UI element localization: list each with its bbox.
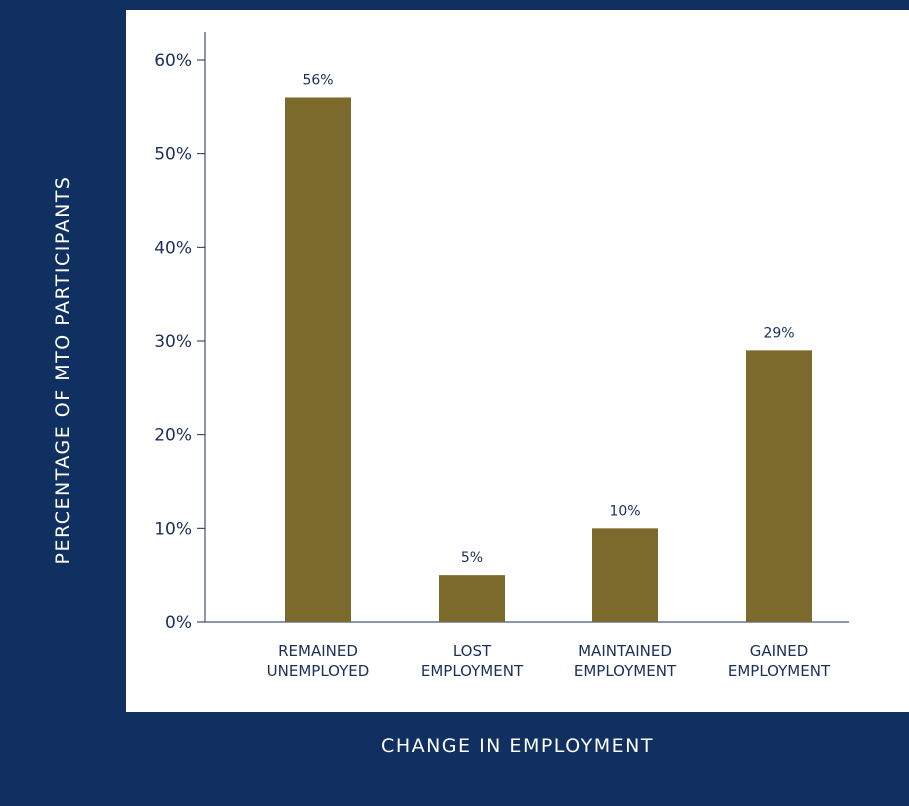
data-label: 5% [461, 550, 483, 566]
data-label: 29% [763, 325, 794, 341]
x-tick-label: GAINED EMPLOYMENT [728, 642, 831, 680]
x-tick-label-line: MAINTAINED [578, 642, 672, 660]
bar [439, 575, 505, 622]
bar [592, 528, 658, 622]
data-label: 10% [609, 503, 640, 519]
x-axis-title: CHANGE IN EMPLOYMENT [381, 735, 654, 757]
x-tick-label-line: GAINED [750, 642, 809, 660]
x-tick-label-line: REMAINED [278, 642, 358, 660]
y-tick-label: 60% [154, 51, 192, 71]
bar [746, 350, 812, 622]
x-tick-label: MAINTAINED EMPLOYMENT [574, 642, 677, 680]
y-tick-label: 0% [165, 613, 192, 633]
y-tick-label: 30% [154, 332, 192, 352]
x-tick-label: REMAINED UNEMPLOYED [267, 642, 370, 680]
x-tick-label-line: EMPLOYMENT [728, 662, 831, 680]
x-tick-label-line: LOST [453, 642, 492, 660]
y-tick-label: 40% [154, 238, 192, 258]
y-tick-label: 20% [154, 426, 192, 446]
y-tick-label: 50% [154, 145, 192, 165]
x-tick-label: LOST EMPLOYMENT [421, 642, 524, 680]
y-tick-label: 10% [154, 519, 192, 539]
x-tick-label-line: UNEMPLOYED [267, 662, 370, 680]
x-tick-label-line: EMPLOYMENT [574, 662, 677, 680]
data-label: 56% [302, 72, 333, 88]
x-tick-label-line: EMPLOYMENT [421, 662, 524, 680]
bar [285, 97, 351, 622]
